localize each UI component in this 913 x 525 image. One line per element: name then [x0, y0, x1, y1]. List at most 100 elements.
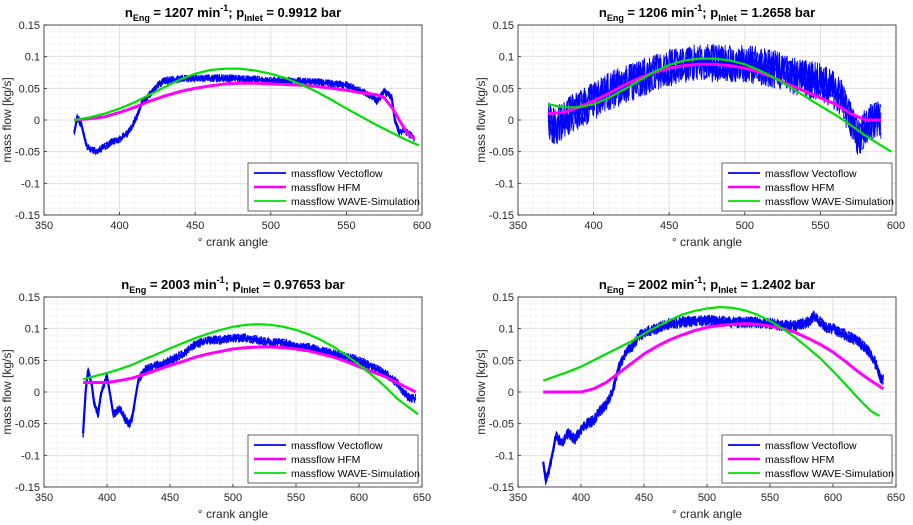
chart-title-part: = 0.9912 bar — [263, 5, 341, 20]
series-group — [73, 67, 420, 155]
series-wave-line — [73, 67, 420, 147]
series-wave-line — [82, 323, 419, 416]
y-tick-label: 0.1 — [25, 52, 40, 64]
chart-title-part: = 1207 min — [150, 5, 221, 20]
y-tick-label: -0.15 — [15, 482, 40, 494]
chart-panel-3: 350 400 450 500 550 600 650 -0.15 -0.1 -0.05 0 0.05… — [0, 275, 431, 521]
x-tick-label: 600 — [824, 492, 842, 504]
legend-label: massflow HFM — [765, 182, 834, 194]
legend-label: massflow WAVE-Simulation — [291, 196, 420, 208]
chart-title-part: ; p — [228, 5, 244, 20]
series-hfm-line — [74, 81, 416, 141]
x-tick-label: 350 — [509, 220, 527, 232]
x-tick-label: 500 — [736, 220, 754, 232]
y-tick-label: 0.15 — [493, 20, 514, 32]
chart-title-part: Inlet — [241, 285, 260, 295]
y-tick-label: -0.15 — [489, 482, 514, 494]
x-tick-label: 550 — [337, 220, 355, 232]
chart-title-part: = 1206 min — [624, 5, 695, 20]
legend: massflow Vectoflow massflow HFM massflow W… — [247, 434, 420, 484]
x-tick-label: 400 — [584, 220, 602, 232]
chart-title: nEng = 1206 min-1; pInlet = 1.2658 bar — [599, 3, 815, 23]
series-wave-line — [542, 305, 881, 418]
y-tick-label: 0.1 — [25, 324, 40, 336]
y-axis-label: mass flow [kg/s] — [0, 77, 14, 162]
y-tick-label: 0.15 — [19, 20, 40, 32]
legend-label: massflow Vectoflow — [765, 440, 857, 452]
y-tick-label: -0.05 — [489, 147, 514, 159]
chart-title-part: = 2003 min — [146, 277, 217, 292]
y-tick-label: 0 — [508, 387, 514, 399]
legend-label: massflow Vectoflow — [291, 168, 383, 180]
y-tick-label: 0 — [34, 115, 40, 127]
y-tick-label: 0.1 — [499, 52, 514, 64]
y-tick-label: -0.15 — [15, 210, 40, 222]
chart-title-part: -1 — [694, 3, 702, 13]
y-axis-label: mass flow [kg/s] — [474, 349, 488, 434]
y-tick-label: 0.15 — [493, 292, 514, 304]
y-tick-label: 0 — [34, 387, 40, 399]
x-tick-label: 450 — [186, 220, 204, 232]
chart-title-part: -1 — [217, 275, 225, 285]
legend: massflow Vectoflow massflow HFM massflow W… — [721, 434, 894, 484]
series-group — [542, 305, 885, 486]
series-vectoflow-line — [82, 337, 416, 434]
x-tick-label: 400 — [110, 220, 128, 232]
y-tick-label: 0.05 — [493, 355, 514, 367]
x-tick-label: 550 — [287, 492, 305, 504]
y-tick-label: -0.05 — [15, 147, 40, 159]
y-tick-label: -0.1 — [495, 450, 514, 462]
chart-title-part: = 1.2402 bar — [737, 277, 815, 292]
series-group — [547, 44, 893, 155]
x-tick-label: 350 — [35, 492, 53, 504]
x-tick-label: 550 — [761, 492, 779, 504]
legend: massflow Vectoflow massflow HFM massflow W… — [721, 162, 894, 212]
series-group — [82, 323, 419, 438]
series-wave-line — [547, 57, 893, 153]
x-tick-label: 400 — [572, 492, 590, 504]
series-hfm-line — [543, 322, 885, 394]
legend-label: massflow Vectoflow — [765, 168, 857, 180]
y-tick-label: -0.1 — [21, 450, 40, 462]
x-tick-label: 600 — [413, 220, 431, 232]
y-tick-label: 0.15 — [19, 292, 40, 304]
y-axis-label: mass flow [kg/s] — [0, 349, 14, 434]
chart-title-part: = 0.97653 bar — [259, 277, 345, 292]
x-axis-label: ° crank angle — [672, 235, 742, 249]
chart-title-part: n — [121, 277, 129, 292]
chart-title-part: Eng — [133, 13, 150, 23]
legend-label: massflow WAVE-Simulation — [291, 468, 420, 480]
x-axis-label: ° crank angle — [198, 235, 268, 249]
chart-title-part: Eng — [129, 285, 146, 295]
legend-label: massflow HFM — [291, 454, 360, 466]
x-tick-label: 600 — [887, 220, 905, 232]
legend-label: massflow WAVE-Simulation — [765, 196, 894, 208]
chart-title-part: -1 — [220, 3, 228, 13]
chart-title-part: Eng — [607, 285, 624, 295]
x-axis-label: ° crank angle — [198, 507, 268, 521]
legend-label: massflow Vectoflow — [291, 440, 383, 452]
chart-title: nEng = 2002 min-1; pInlet = 1.2402 bar — [599, 275, 815, 295]
x-tick-label: 550 — [811, 220, 829, 232]
x-tick-label: 350 — [35, 220, 53, 232]
chart-title-part: Inlet — [718, 13, 737, 23]
y-tick-label: -0.05 — [489, 419, 514, 431]
x-tick-label: 350 — [509, 492, 527, 504]
y-tick-label: 0.05 — [493, 83, 514, 95]
chart-title: nEng = 2003 min-1; pInlet = 0.97653 bar — [121, 275, 345, 295]
x-tick-label: 500 — [262, 220, 280, 232]
chart-title-part: Inlet — [244, 13, 263, 23]
chart-title-part: = 2002 min — [624, 277, 695, 292]
x-tick-label: 450 — [161, 492, 179, 504]
y-tick-label: 0.1 — [499, 324, 514, 336]
chart-title-part: Eng — [607, 13, 624, 23]
y-tick-label: -0.05 — [15, 419, 40, 431]
series-hfm-line — [548, 62, 881, 122]
chart-title-part: ; p — [702, 277, 718, 292]
chart-title-part: n — [599, 277, 607, 292]
legend-label: massflow HFM — [765, 454, 834, 466]
chart-title-part: n — [599, 5, 607, 20]
chart-panel-4: 350 400 450 500 550 600 650 -0.15 -0.1 -0.05 0 0.05… — [474, 275, 905, 521]
x-tick-label: 500 — [224, 492, 242, 504]
